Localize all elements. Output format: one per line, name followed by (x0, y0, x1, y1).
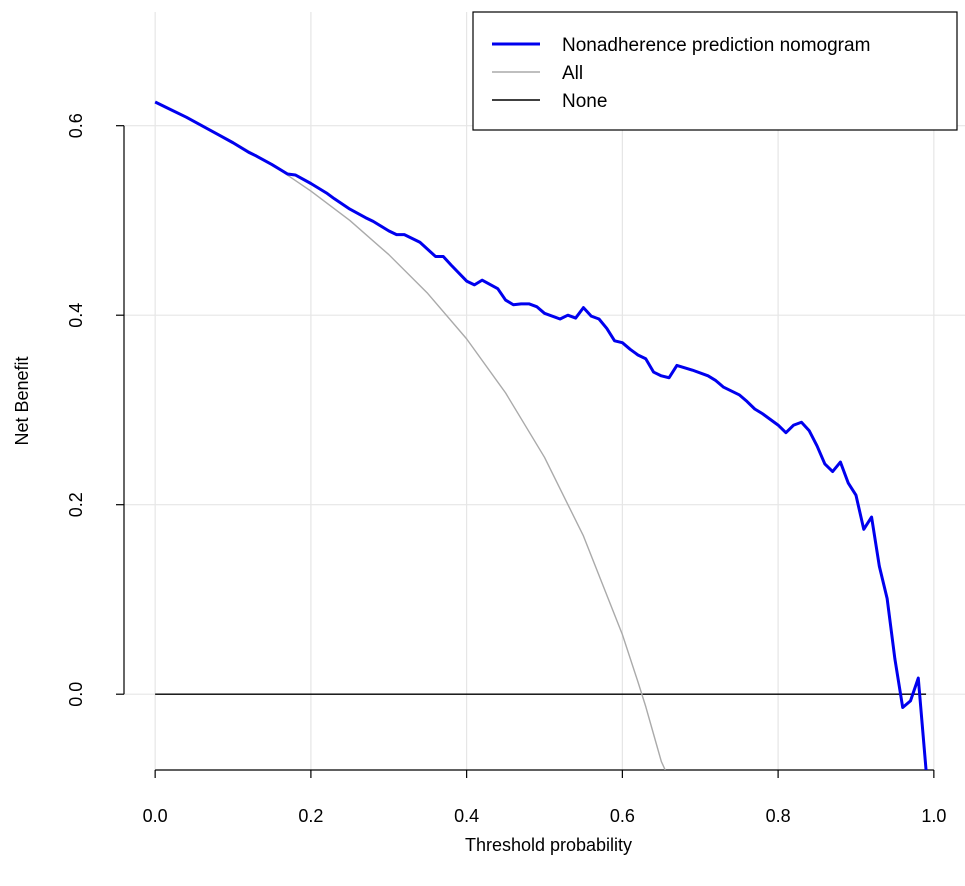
legend: Nonadherence prediction nomogram All None (472, 11, 958, 131)
x-tick-label: 0.0 (143, 806, 168, 826)
legend-label: All (562, 63, 583, 84)
x-tick-label: 1.0 (921, 806, 946, 826)
axes: 0.0 0.2 0.4 0.6 0.8 1.0 0.0 0.2 0.4 0.6 Threshold … (12, 113, 946, 855)
x-tick-label: 0.4 (454, 806, 479, 826)
y-tick-label: 0.0 (66, 682, 86, 707)
x-tick-label: 0.6 (610, 806, 635, 826)
x-tick-label: 0.2 (298, 806, 323, 826)
legend-label: Nonadherence prediction nomogram (562, 35, 870, 56)
x-axis-title: Threshold probability (465, 835, 632, 855)
y-tick-label: 0.6 (66, 113, 86, 138)
y-tick-label: 0.2 (66, 492, 86, 517)
legend-box (472, 11, 958, 131)
x-tick-label: 0.8 (766, 806, 791, 826)
data-series (154, 100, 928, 770)
series-line-nomogram (154, 100, 928, 770)
y-axis-title: Net Benefit (12, 356, 32, 445)
legend-label: None (562, 91, 607, 112)
y-tick-label: 0.4 (66, 303, 86, 328)
